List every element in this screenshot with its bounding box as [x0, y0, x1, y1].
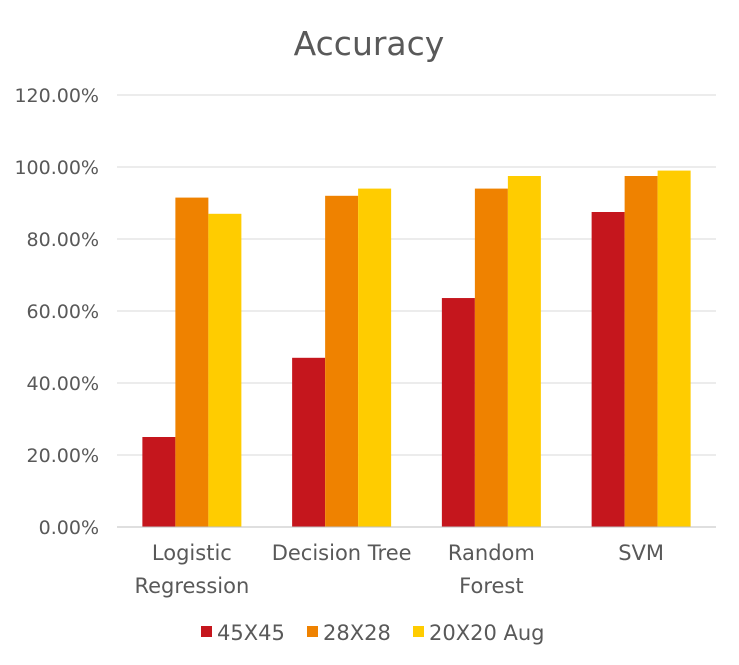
- bar: [292, 357, 326, 527]
- x-axis-categories: Logistic Regression Decision Tree Random For…: [134, 541, 664, 598]
- bars: [142, 170, 691, 528]
- y-tick-label: 40.00%: [27, 373, 99, 395]
- bar: [507, 176, 541, 527]
- bar: [657, 170, 691, 527]
- x-category-label: Decision Tree: [272, 541, 412, 565]
- x-category-label: Logistic: [152, 541, 232, 565]
- bar: [474, 188, 508, 527]
- legend-label: 20X20 Aug: [429, 621, 545, 645]
- y-tick-label: 80.00%: [27, 229, 99, 251]
- y-tick-label: 0.00%: [39, 517, 99, 539]
- legend-label: 28X28: [323, 621, 391, 645]
- bar: [591, 212, 625, 527]
- bar: [358, 188, 392, 527]
- bar: [142, 437, 176, 527]
- y-axis-ticks: 0.00% 20.00% 40.00% 60.00% 80.00% 100.00% 120.…: [14, 85, 99, 539]
- x-category-label: Forest: [459, 574, 523, 598]
- legend-swatch: [413, 626, 424, 637]
- bar: [208, 213, 242, 528]
- chart-title: Accuracy: [294, 24, 445, 63]
- x-category-label: Regression: [134, 574, 249, 598]
- bar: [441, 298, 475, 527]
- y-tick-label: 100.00%: [14, 157, 99, 179]
- y-tick-label: 120.00%: [14, 85, 99, 107]
- bar: [325, 195, 359, 528]
- bar: [175, 197, 209, 527]
- legend-label: 45X45: [217, 621, 285, 645]
- y-tick-label: 60.00%: [27, 301, 99, 323]
- bar: [624, 176, 658, 527]
- y-tick-label: 20.00%: [27, 445, 99, 467]
- legend-swatch: [201, 626, 212, 637]
- x-category-label: SVM: [618, 541, 664, 565]
- x-category-label: Random: [448, 541, 535, 565]
- legend-swatch: [307, 626, 318, 637]
- legend: 45X45 28X28 20X20 Aug: [201, 621, 545, 645]
